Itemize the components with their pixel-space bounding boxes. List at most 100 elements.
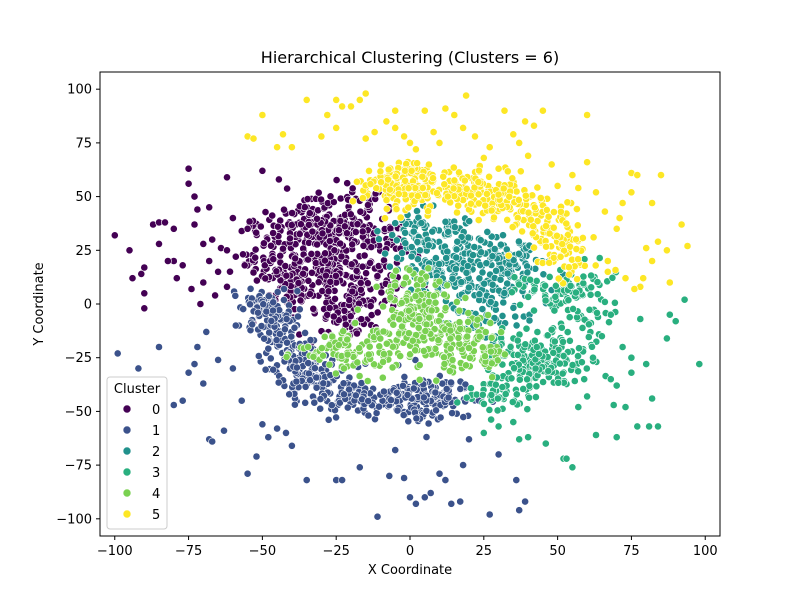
data-point xyxy=(239,305,248,313)
data-point xyxy=(269,229,277,237)
data-point xyxy=(453,237,462,246)
data-point xyxy=(265,328,274,337)
data-point xyxy=(416,275,425,284)
data-point xyxy=(187,285,196,293)
data-point xyxy=(406,493,414,502)
data-point xyxy=(377,178,385,187)
data-point xyxy=(425,313,434,322)
data-point xyxy=(397,298,406,307)
data-point xyxy=(530,203,539,212)
data-point xyxy=(381,214,389,223)
data-point xyxy=(453,398,462,407)
data-point xyxy=(372,282,381,291)
data-point xyxy=(193,343,202,351)
data-point xyxy=(252,452,261,461)
data-point xyxy=(405,266,414,274)
data-point xyxy=(304,342,312,351)
data-point xyxy=(552,281,560,290)
data-point xyxy=(393,406,402,415)
data-point xyxy=(262,307,271,316)
data-point xyxy=(260,334,269,343)
data-point xyxy=(585,305,594,314)
x-axis-label: X Coordinate xyxy=(368,563,452,578)
data-point xyxy=(202,327,211,336)
data-point xyxy=(525,316,534,325)
data-point xyxy=(267,241,275,250)
data-point xyxy=(184,164,193,173)
y-tick-label: 75 xyxy=(75,136,92,151)
data-point xyxy=(475,166,483,175)
data-point xyxy=(343,179,352,188)
data-point xyxy=(398,249,406,257)
data-point xyxy=(606,310,615,319)
data-point xyxy=(501,390,510,398)
data-point xyxy=(340,390,348,399)
data-point xyxy=(528,229,537,238)
data-point xyxy=(375,342,384,351)
data-point xyxy=(310,364,319,373)
y-tick-label: −25 xyxy=(65,351,92,366)
data-point xyxy=(478,343,487,352)
data-point xyxy=(550,208,558,216)
data-point xyxy=(513,336,522,345)
x-tick-label: 75 xyxy=(623,544,640,559)
legend-box xyxy=(106,376,168,530)
data-point xyxy=(312,373,321,382)
data-point xyxy=(563,328,572,336)
data-point xyxy=(479,428,488,437)
data-point xyxy=(239,250,247,259)
data-point xyxy=(663,246,671,255)
data-point xyxy=(252,276,261,285)
data-point xyxy=(445,367,454,375)
data-point xyxy=(400,132,408,141)
data-point xyxy=(531,364,540,373)
data-point xyxy=(435,469,444,478)
data-point xyxy=(261,208,270,216)
data-point xyxy=(452,297,461,306)
data-point xyxy=(695,360,704,368)
data-point xyxy=(317,195,325,204)
data-point xyxy=(496,275,505,284)
data-point xyxy=(355,463,364,472)
data-point xyxy=(583,158,591,167)
data-point xyxy=(274,175,283,184)
data-point xyxy=(574,184,583,192)
data-point xyxy=(485,172,493,181)
data-point xyxy=(598,332,606,341)
data-point xyxy=(462,393,471,402)
data-point xyxy=(243,224,252,233)
data-point xyxy=(208,235,217,244)
data-point xyxy=(248,320,257,329)
data-point xyxy=(316,395,325,403)
data-point xyxy=(487,333,496,342)
data-point xyxy=(193,205,202,214)
data-point xyxy=(680,295,689,304)
data-point xyxy=(396,213,405,222)
data-point xyxy=(507,288,516,297)
data-point xyxy=(500,106,509,115)
data-point xyxy=(432,406,440,415)
data-point xyxy=(503,215,512,224)
y-tick-label: 25 xyxy=(75,244,92,259)
data-point xyxy=(128,274,137,283)
data-point xyxy=(470,243,479,251)
data-point xyxy=(302,476,311,484)
data-point xyxy=(549,348,558,357)
data-point xyxy=(373,308,382,317)
data-point xyxy=(403,390,412,399)
data-point xyxy=(648,394,656,403)
data-point xyxy=(545,258,554,267)
data-point xyxy=(317,344,326,352)
x-tick-label: −25 xyxy=(322,544,349,559)
data-point xyxy=(435,277,444,286)
data-point xyxy=(521,340,530,349)
data-point xyxy=(296,296,305,305)
data-point xyxy=(404,417,413,426)
data-point xyxy=(214,267,222,276)
data-point xyxy=(425,297,433,306)
data-point xyxy=(447,499,456,508)
data-point xyxy=(251,253,260,262)
data-point xyxy=(406,138,414,147)
data-point xyxy=(465,435,473,444)
data-point xyxy=(440,180,449,189)
